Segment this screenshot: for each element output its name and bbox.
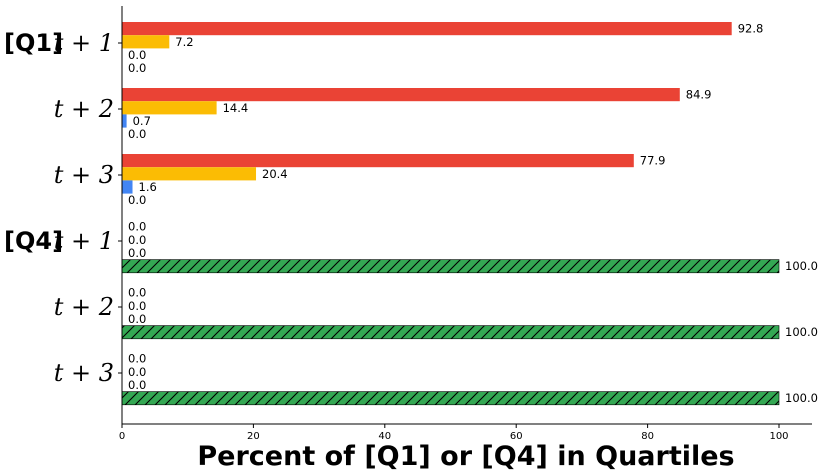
bar-hatch — [121, 325, 780, 340]
y-tick-label: t + 1 — [54, 29, 114, 57]
data-label: 7.2 — [175, 35, 193, 49]
data-label: 0.0 — [128, 312, 146, 326]
x-ticks: 0 20 40 60 80 100 — [119, 424, 789, 442]
data-label: 0.0 — [128, 220, 146, 234]
bar — [122, 180, 133, 194]
data-label: 14.4 — [223, 101, 249, 115]
bars-layer: 92.884.977.90.00.00.07.214.420.40.00.00.… — [121, 22, 818, 406]
data-label: 100.0 — [785, 391, 818, 405]
y-tick-label: t + 3 — [54, 161, 114, 189]
x-tick-label: 80 — [641, 431, 654, 442]
data-label: 0.0 — [128, 246, 146, 260]
bar-hatch — [121, 259, 780, 274]
data-label: 0.0 — [128, 352, 146, 366]
data-label: 0.7 — [133, 114, 151, 128]
bar — [122, 167, 257, 181]
group-label: [Q1] — [4, 29, 63, 57]
bar — [122, 88, 680, 102]
y-tick-label: t + 2 — [54, 95, 114, 123]
bar-hatch — [121, 391, 780, 406]
data-label: 0.0 — [128, 193, 146, 207]
data-label: 92.8 — [738, 22, 764, 36]
data-label: 0.0 — [128, 61, 146, 75]
data-label: 84.9 — [686, 88, 712, 102]
y-tick-label: t + 1 — [54, 227, 114, 255]
data-label: 0.0 — [128, 286, 146, 300]
data-label: 1.6 — [139, 180, 157, 194]
y-tick-label: t + 2 — [54, 293, 114, 321]
x-axis-title: Percent of [Q1] or [Q4] in Quartiles — [197, 441, 734, 472]
x-tick-label: 20 — [247, 431, 260, 442]
group-label: [Q4] — [4, 227, 63, 255]
y-tick-label: t + 3 — [54, 359, 114, 387]
bar — [122, 114, 127, 128]
data-label: 0.0 — [128, 299, 146, 313]
data-label: 0.0 — [128, 48, 146, 62]
category-labels: t + 1[Q1]t + 2t + 3t + 1[Q4]t + 2t + 3 — [4, 29, 122, 387]
data-label: 0.0 — [128, 378, 146, 392]
bar — [122, 154, 634, 168]
bar — [122, 22, 732, 36]
x-tick-label: 100 — [769, 431, 788, 442]
bar — [122, 101, 217, 115]
data-label: 100.0 — [785, 259, 818, 273]
x-tick-label: 40 — [378, 431, 391, 442]
axes-layer — [121, 6, 812, 425]
x-tick-label: 0 — [119, 431, 125, 442]
data-label: 0.0 — [128, 365, 146, 379]
bar — [122, 35, 170, 49]
x-tick-label: 60 — [510, 431, 523, 442]
data-label: 0.0 — [128, 233, 146, 247]
data-label: 0.0 — [128, 127, 146, 141]
data-label: 20.4 — [262, 167, 288, 181]
data-label: 100.0 — [785, 325, 818, 339]
data-label: 77.9 — [640, 154, 666, 168]
